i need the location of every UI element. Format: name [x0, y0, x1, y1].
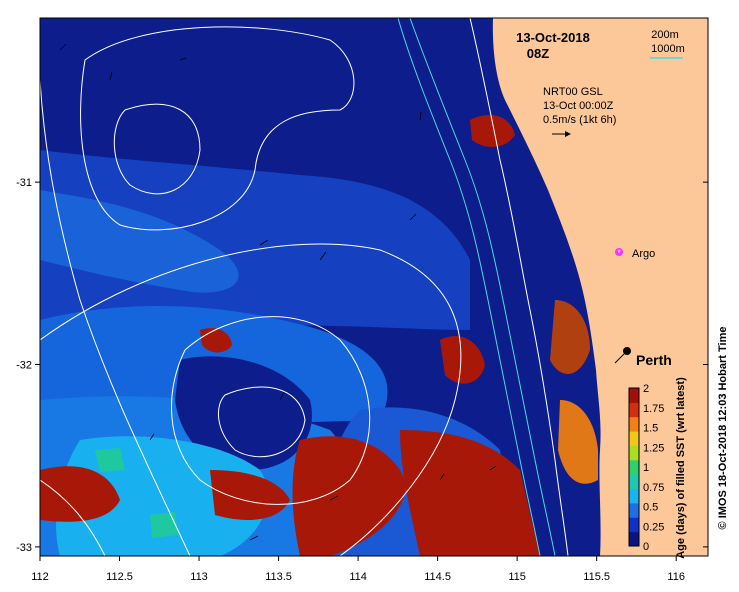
- colorbar-swatch: [629, 445, 639, 461]
- colorbar-tick-label: 0.25: [643, 521, 664, 533]
- plot-frame: [39, 17, 709, 557]
- colorbar-swatch: [629, 488, 639, 504]
- x-tick-label: 114: [349, 571, 367, 583]
- colorbar-swatch: [629, 531, 639, 547]
- y-tick-label: -33: [16, 542, 32, 554]
- x-tick-label: 113.5: [265, 571, 292, 583]
- x-tick-label: 115: [508, 571, 526, 583]
- y-axis: -31 -32 -33: [16, 177, 708, 554]
- city-leader: [614, 350, 628, 364]
- colorbar-tick-label: 0.75: [643, 482, 664, 494]
- x-axis: 112 112.5 113 113.5 114 114.5 115 115.5 116: [31, 556, 685, 583]
- city-label: Perth: [636, 352, 672, 368]
- colorbar-tick-label: 2: [643, 383, 649, 395]
- depth-legend-deep: 1000m: [651, 43, 685, 55]
- x-tick-label: 114.5: [424, 571, 451, 583]
- colorbar-swatch: [629, 474, 639, 490]
- svg-text:*: *: [617, 248, 621, 258]
- colorbar-swatch: [629, 431, 639, 446]
- argo-label: Argo: [632, 248, 655, 260]
- colorbar-tick-label: 1: [643, 462, 649, 474]
- current-vectors: [59, 43, 497, 541]
- colorbar-frame: [628, 387, 640, 547]
- credit-text: © IMOS 18-Oct-2018 12:03 Hobart Time: [717, 327, 729, 530]
- x-tick-label: 115.5: [583, 571, 610, 583]
- argo-marker: *: [615, 248, 623, 258]
- colorbar: 0 0.25 0.5 0.75 1 1.25 1.5 1.75 2: [628, 383, 664, 553]
- sst-field: [40, 18, 708, 556]
- y-tick-label: -31: [16, 177, 32, 189]
- current-legend-scale: 0.5m/s (1kt 6h): [543, 114, 616, 126]
- colorbar-tick-label: 1.5: [643, 423, 658, 435]
- colorbar-swatch: [629, 402, 639, 418]
- colorbar-swatch: [629, 517, 639, 533]
- colorbar-tick-label: 0.5: [643, 502, 658, 514]
- colorbar-swatch: [629, 502, 639, 518]
- colorbar-title: Age (days) of filled SST (wrt latest): [675, 377, 687, 559]
- current-legend-time: 13-Oct 00:00Z: [543, 100, 614, 112]
- colorbar-swatch: [629, 459, 639, 475]
- x-tick-label: 116: [667, 571, 685, 583]
- colorbar-tick-label: 1.25: [643, 442, 664, 454]
- colorbar-tick-label: 0: [643, 541, 649, 553]
- colorbar-swatch: [629, 388, 639, 403]
- x-tick-label: 112: [31, 571, 49, 583]
- colorbar-tick-label: 1.75: [643, 403, 664, 415]
- y-tick-label: -32: [16, 360, 32, 372]
- x-tick-label: 112.5: [106, 571, 133, 583]
- map-date: 13-Oct-2018: [516, 30, 590, 45]
- map-time: 08Z: [527, 46, 549, 61]
- current-legend-source: NRT00 GSL: [543, 86, 603, 98]
- colorbar-swatch: [629, 416, 639, 432]
- x-tick-label: 113: [190, 571, 208, 583]
- depth-legend-shallow: 200m: [651, 29, 679, 41]
